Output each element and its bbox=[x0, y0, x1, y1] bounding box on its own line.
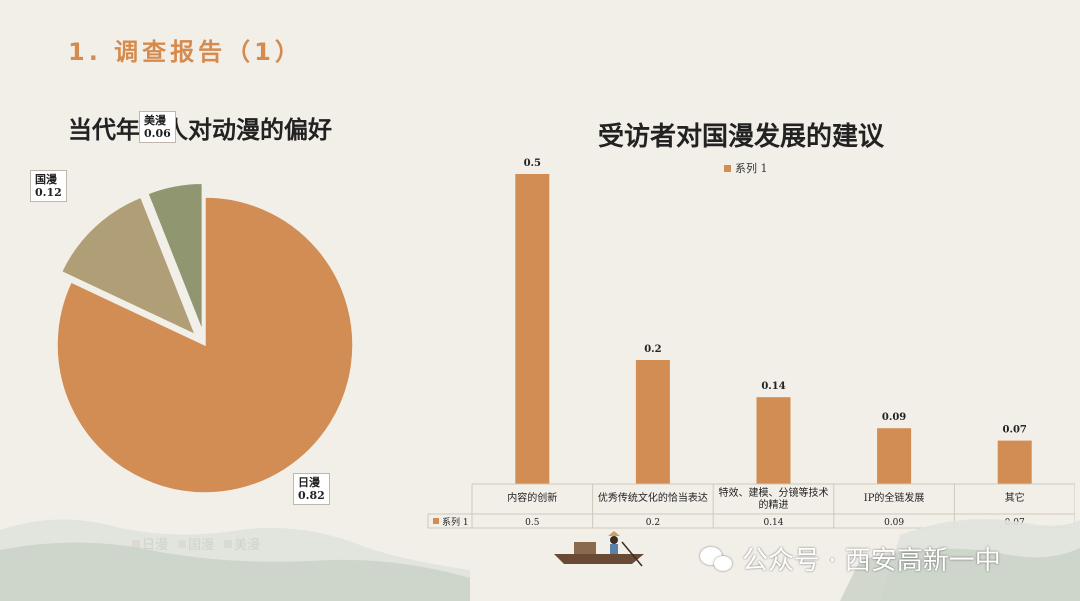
bar-3 bbox=[877, 428, 912, 484]
pie-label-value: 0.82 bbox=[298, 489, 325, 502]
slide-title: 1. 调查报告（1） bbox=[68, 38, 303, 66]
pie-chart bbox=[56, 182, 354, 494]
bar-data-label: 0.07 bbox=[1003, 425, 1027, 436]
bar-data-label: 0.14 bbox=[761, 381, 785, 392]
bar-4 bbox=[997, 440, 1032, 484]
category-label: 内容的创新 bbox=[507, 491, 557, 504]
pie-chart-title: 当代年轻人对动漫的偏好 bbox=[68, 115, 332, 144]
bar-2 bbox=[756, 397, 791, 484]
table-series-name: 系列 1 bbox=[442, 516, 469, 528]
watermark-text: 公众号 · 西安高新一中 bbox=[742, 546, 1001, 576]
category-label: 优秀传统文化的恰当表达 bbox=[598, 491, 708, 504]
bar-chart-title: 受访者对国漫发展的建议 bbox=[598, 122, 885, 152]
table-value: 0.2 bbox=[646, 518, 660, 528]
pie-label-category: 国漫 bbox=[35, 173, 57, 186]
bar-1 bbox=[635, 360, 670, 484]
bar-data-label: 0.09 bbox=[882, 412, 906, 423]
category-label: 其它 bbox=[1005, 491, 1025, 504]
pie-data-label: 日漫 0.82 bbox=[293, 473, 330, 505]
pie-data-label: 国漫 0.12 bbox=[30, 170, 67, 202]
boat-decoration bbox=[554, 531, 644, 567]
pie-slice-1 bbox=[60, 196, 197, 337]
category-label: 特效、建模、分镜等技术的精进 bbox=[719, 486, 829, 511]
table-value: 0.14 bbox=[763, 518, 783, 528]
legend-swatch bbox=[724, 164, 731, 172]
bar-data-label: 0.5 bbox=[524, 158, 541, 169]
table-legend-swatch bbox=[433, 518, 439, 524]
bar-0 bbox=[515, 174, 550, 484]
watermark: 公众号 · 西安高新一中 bbox=[700, 540, 1001, 577]
table-value: 0.09 bbox=[884, 518, 904, 528]
category-label: IP的全链发展 bbox=[864, 491, 925, 504]
wechat-icon bbox=[700, 545, 734, 573]
mountain-decoration bbox=[0, 518, 1080, 601]
pie-slice-0 bbox=[56, 196, 354, 494]
pie-label-value: 0.12 bbox=[35, 186, 62, 199]
pie-data-label: 美漫 0.06 bbox=[139, 111, 176, 143]
pie-label-category: 日漫 bbox=[298, 476, 320, 489]
bar-legend: 系列 1 bbox=[724, 160, 768, 176]
legend-label: 系列 1 bbox=[735, 162, 768, 175]
table-value: 0.5 bbox=[525, 518, 540, 528]
pie-slice-2 bbox=[146, 182, 204, 332]
bar-chart: 0.5 0.2 0.14 0.09 0.07 内容的创新 优秀传统文化的恰当表达 特效、建模、… bbox=[427, 158, 1075, 529]
pie-label-category: 美漫 bbox=[144, 114, 166, 127]
pie-label-value: 0.06 bbox=[144, 127, 171, 140]
bar-data-label: 0.2 bbox=[644, 344, 661, 355]
